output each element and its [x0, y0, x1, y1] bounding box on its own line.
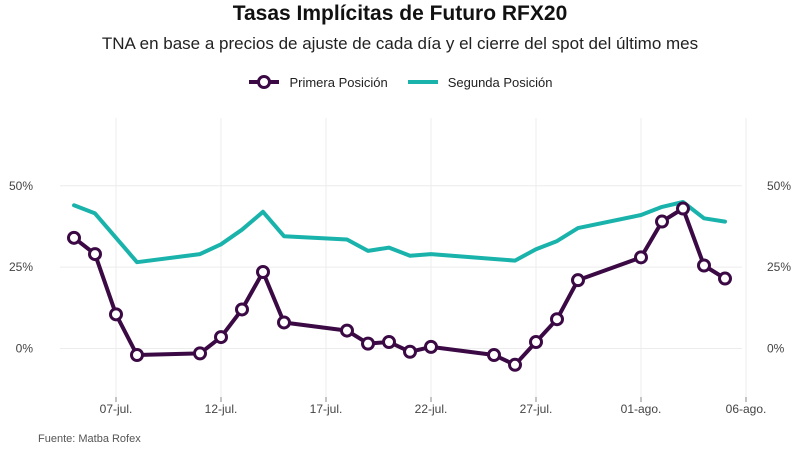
- x-tick-label: 12-jul.: [205, 402, 238, 416]
- x-tick-label: 01-ago.: [621, 402, 662, 416]
- data-point: [382, 334, 396, 349]
- data-point: [340, 323, 354, 338]
- legend: Primera Posición Segunda Posición: [0, 74, 800, 90]
- data-point: [67, 230, 81, 245]
- data-point: [508, 357, 522, 372]
- data-point: [676, 201, 690, 216]
- data-point: [235, 302, 249, 317]
- y-tick-label-right: 25%: [767, 260, 791, 274]
- data-point: [277, 315, 291, 330]
- data-point: [403, 344, 417, 359]
- y-tick-label-left: 50%: [9, 179, 33, 193]
- series-line: [72, 200, 727, 265]
- data-point: [130, 348, 144, 363]
- data-point: [361, 336, 375, 351]
- series-line: [72, 206, 727, 367]
- y-tick-label-right: 0%: [767, 342, 785, 356]
- chart-caption: Fuente: Matba Rofex: [38, 433, 141, 445]
- data-point: [214, 330, 228, 345]
- data-point: [634, 250, 648, 265]
- x-tick-label: 07-jul.: [100, 402, 133, 416]
- data-point: [550, 312, 564, 327]
- data-point: [529, 334, 543, 349]
- data-point: [697, 258, 711, 273]
- data-point: [193, 346, 207, 361]
- y-tick-label-right: 50%: [767, 179, 791, 193]
- data-point: [655, 214, 669, 229]
- data-point: [424, 339, 438, 354]
- legend-item-primera: Primera Posición: [247, 74, 388, 90]
- data-point: [256, 265, 270, 280]
- legend-item-segunda: Segunda Posición: [406, 74, 553, 90]
- x-tick-label: 22-jul.: [415, 402, 448, 416]
- data-point: [571, 273, 585, 288]
- x-tick-label: 27-jul.: [520, 402, 553, 416]
- legend-swatch-primera: [249, 75, 280, 89]
- x-tick-label: 17-jul.: [310, 402, 343, 416]
- x-tick-label: 06-ago.: [726, 402, 767, 416]
- data-point: [718, 271, 732, 286]
- chart-title: Tasas Implícitas de Futuro RFX20: [232, 2, 568, 25]
- chart-subtitle: TNA en base a precios de ajuste de cada …: [101, 34, 699, 53]
- data-point: [487, 348, 501, 363]
- legend-label-segunda: Segunda Posición: [447, 74, 553, 90]
- data-point: [88, 247, 102, 262]
- data-point: [109, 307, 123, 322]
- y-tick-label-left: 25%: [9, 260, 33, 274]
- legend-swatch-segunda: [407, 80, 438, 84]
- y-tick-label-left: 0%: [16, 342, 34, 356]
- legend-label-primera: Primera Posición: [289, 74, 388, 90]
